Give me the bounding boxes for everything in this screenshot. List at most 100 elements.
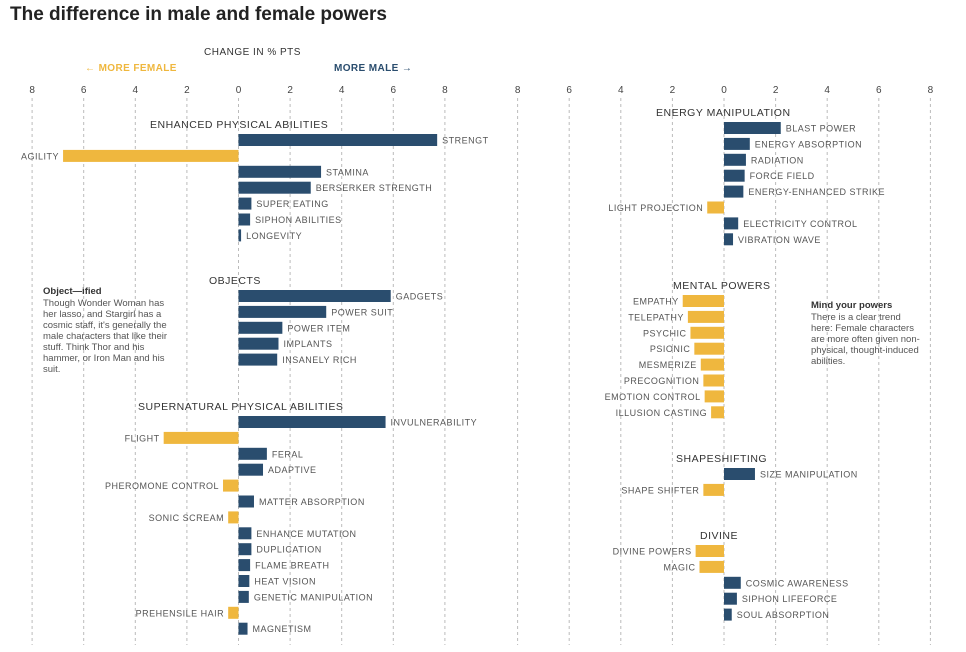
left-bar-1-2 [238,321,283,334]
right-bar-1-1 [687,310,724,323]
left-bar-label-2-4: PHEROMONE CONTROL [105,481,219,491]
right-bar-1-3 [694,342,724,355]
left-bar-2-0 [238,416,386,428]
left-bar-2-7 [238,527,252,540]
left-bar-label-2-2: FERAL [272,449,304,459]
right-tick-label-4: 0 [721,85,727,96]
right-bar-0-7 [724,233,734,246]
left-bar-0-1 [63,149,239,162]
left-bar-2-1 [163,431,239,444]
left-bar-label-2-7: ENHANCE MUTATION [256,529,356,539]
right-bar-label-3-2: COSMIC AWARENESS [746,578,849,588]
note-objectified-title: Object—ified [43,286,102,297]
left-bar-0-6 [238,229,242,242]
left-bar-2-5 [238,495,254,508]
right-tick-label-6: 4 [824,85,830,96]
right-bar-label-0-7: VIBRATION WAVE [738,235,821,245]
right-bar-label-3-3: SIPHON LIFEFORCE [742,594,838,604]
chart-title: The difference in male and female powers [10,4,387,25]
right-bar-3-3 [724,592,737,605]
right-bar-label-1-0: EMPATHY [633,297,679,307]
left-tick-label-7: 6 [391,85,397,96]
right-bar-label-0-5: LIGHT PROJECTION [608,203,703,213]
left-bar-label-2-5: MATTER ABSORPTION [259,497,365,507]
left-tick-label-2: 4 [133,85,139,96]
more-male-label: MORE MALE → [334,63,412,74]
right-bar-label-1-1: TELEPATHY [628,312,684,322]
right-tick-label-7: 6 [876,85,882,96]
right-bar-0-4 [724,185,744,198]
right-bar-label-1-2: PSYCHIC [643,328,687,338]
right-bar-0-6 [724,217,739,230]
left-bar-2-9 [238,559,251,572]
left-bar-label-2-8: DUPLICATION [256,545,321,555]
left-bar-label-2-13: MAGNETISM [253,624,312,634]
note-mind-your-powers-body: There is a clear trend here: Female char… [811,312,920,367]
left-bar-2-10 [238,575,250,587]
left-tick-label-6: 4 [339,85,345,96]
note-objectified-body: Though Wonder Woman has her lasso, and S… [43,298,168,375]
left-tick-label-1: 6 [81,85,87,96]
left-group-label-1: OBJECTS [209,275,261,287]
left-group-label-0: ENHANCED PHYSICAL ABILITIES [150,119,328,131]
left-bar-0-0 [238,134,438,146]
right-bar-label-0-2: RADIATION [751,155,804,165]
left-bar-label-1-3: IMPLANTS [283,339,332,349]
right-tick-label-3: 2 [670,85,676,96]
left-bar-0-3 [238,181,311,194]
left-tick-label-5: 2 [287,85,293,96]
left-bar-label-2-11: GENETIC MANIPULATION [254,592,373,602]
right-bar-0-3 [724,169,745,182]
right-bar-label-1-7: ILLUSION CASTING [616,408,708,418]
right-bar-label-3-0: DIVINE POWERS [613,547,692,557]
right-bar-1-5 [703,374,724,387]
right-tick-label-1: 6 [566,85,572,96]
left-group-label-2: SUPERNATURAL PHYSICAL ABILITIES [138,401,343,413]
left-bar-1-3 [238,337,279,350]
left-bar-label-0-1: AGILITY [21,151,59,161]
left-bar-label-2-0: INVULNERABILITY [391,418,478,428]
left-bar-2-4 [223,479,239,492]
left-bar-2-11 [238,590,249,603]
note-mind-your-powers: Mind your powers There is a clear trend … [811,300,921,367]
left-bar-label-0-4: SUPER EATING [256,199,328,209]
left-bar-label-0-5: SIPHON ABILITIES [255,215,342,225]
right-bar-label-3-4: SOUL ABSORPTION [737,610,830,620]
left-bar-2-3 [238,463,264,476]
right-bar-label-1-3: PSIONIC [650,344,691,354]
right-bar-label-3-1: MAGIC [663,562,695,572]
left-tick-label-4: 0 [236,85,242,96]
left-bar-label-1-1: POWER SUIT [331,307,393,317]
left-bar-0-5 [238,213,251,226]
right-bar-label-0-0: BLAST POWER [786,124,856,134]
left-bar-1-0 [238,290,391,302]
left-bar-label-2-6: SONIC SCREAM [149,513,225,523]
right-bar-1-6 [704,390,724,403]
right-bar-label-1-6: EMOTION CONTROL [605,392,701,402]
left-bar-label-1-4: INSANELY RICH [282,355,357,365]
right-group-label-0: ENERGY MANIPULATION [656,107,791,119]
right-bar-3-1 [699,560,724,573]
left-bar-2-6 [228,511,239,524]
right-tick-label-8: 8 [928,85,934,96]
right-bar-1-2 [690,326,724,339]
right-bar-label-0-1: ENERGY ABSORPTION [755,139,862,149]
right-bar-0-2 [724,153,746,166]
left-bar-label-2-10: HEAT VISION [254,577,316,587]
right-bar-1-4 [700,358,724,371]
left-bar-label-1-2: POWER ITEM [287,323,350,333]
right-bar-label-2-0: SIZE MANIPULATION [760,470,858,480]
left-bar-label-0-0: STRENGT [442,136,489,146]
right-bar-label-1-5: PRECOGNITION [624,376,700,386]
right-bar-2-1 [703,483,724,496]
left-bar-0-2 [238,165,322,178]
left-bar-0-4 [238,197,252,210]
right-bar-label-0-6: ELECTRICITY CONTROL [743,219,857,229]
right-tick-label-5: 2 [773,85,779,96]
right-bar-3-4 [724,608,732,621]
left-bar-label-2-1: FLIGHT [125,433,160,443]
left-bar-2-8 [238,543,252,556]
left-bar-1-1 [238,305,327,318]
right-tick-label-0: 8 [515,85,521,96]
left-tick-label-0: 8 [29,85,35,96]
